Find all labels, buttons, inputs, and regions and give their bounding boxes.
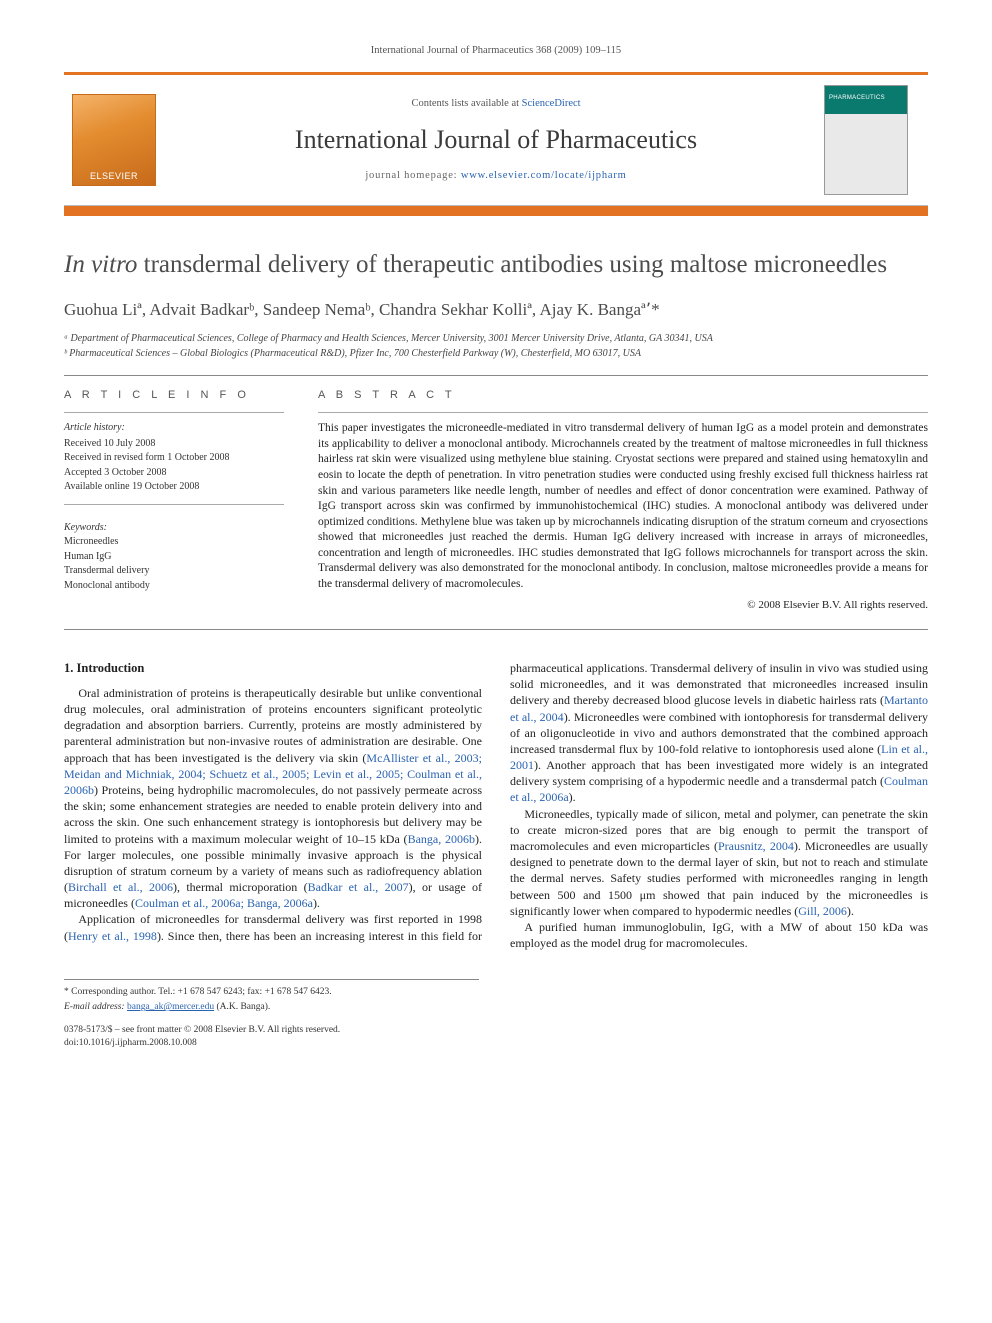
corr-line: * Corresponding author. Tel.: +1 678 547… <box>64 986 479 999</box>
abstract-text: This paper investigates the microneedle-… <box>318 421 928 592</box>
text-run: ). <box>569 790 576 804</box>
paragraph: Microneedles, typically made of silicon,… <box>510 806 928 919</box>
history-item: Accepted 3 October 2008 <box>64 466 284 480</box>
journal-cover-thumb <box>824 85 908 195</box>
keyword: Microneedles <box>64 535 284 549</box>
sciencedirect-link[interactable]: ScienceDirect <box>522 98 581 109</box>
citation-link[interactable]: Gill, 2006 <box>798 904 847 918</box>
email-line: E-mail address: banga_ak@mercer.edu (A.K… <box>64 1001 479 1014</box>
abstract-heading: A B S T R A C T <box>318 388 928 403</box>
homepage-line: journal homepage: www.elsevier.com/locat… <box>178 169 814 183</box>
homepage-link[interactable]: www.elsevier.com/locate/ijpharm <box>461 170 627 181</box>
title-rest: transdermal delivery of therapeutic anti… <box>137 251 887 278</box>
email-suffix: (A.K. Banga). <box>214 1002 270 1012</box>
article-info-heading: A R T I C L E I N F O <box>64 388 284 403</box>
issn-line: 0378-5173/$ – see front matter © 2008 El… <box>64 1024 928 1037</box>
section-title: Introduction <box>77 661 145 675</box>
doi-line: doi:10.1016/j.ijpharm.2008.10.008 <box>64 1037 928 1050</box>
citation-link[interactable]: Badkar et al., 2007 <box>308 880 409 894</box>
citation-link[interactable]: Banga, 2006b <box>408 832 475 846</box>
paragraph: Oral administration of proteins is thera… <box>64 685 482 912</box>
text-run: ). Another approach that has been invest… <box>510 758 928 788</box>
elsevier-logo <box>72 94 156 186</box>
title-italic: In vitro <box>64 251 137 278</box>
citation-link[interactable]: Birchall et al., 2006 <box>68 880 173 894</box>
journal-banner: Contents lists available at ScienceDirec… <box>64 75 928 206</box>
keyword: Transdermal delivery <box>64 564 284 578</box>
affiliation-b: ᵇ Pharmaceutical Sciences – Global Biolo… <box>64 347 928 361</box>
abstract-copyright: © 2008 Elsevier B.V. All rights reserved… <box>318 598 928 613</box>
corresponding-author-note: * Corresponding author. Tel.: +1 678 547… <box>64 979 479 1014</box>
keyword: Monoclonal antibody <box>64 579 284 593</box>
text-run: ). <box>313 896 320 910</box>
keyword: Human IgG <box>64 550 284 564</box>
history-label: Article history: <box>64 421 284 435</box>
citation-link[interactable]: Coulman et al., 2006a; Banga, 2006a <box>135 896 313 910</box>
text-run: ), thermal microporation ( <box>173 880 308 894</box>
orange-bar <box>64 206 928 216</box>
contents-prefix: Contents lists available at <box>411 98 521 109</box>
separator-rule <box>64 629 928 630</box>
keywords-label: Keywords: <box>64 521 284 535</box>
section-number: 1. <box>64 661 73 675</box>
running-head: International Journal of Pharmaceutics 3… <box>64 44 928 58</box>
separator-rule <box>64 375 928 376</box>
section-heading: 1. Introduction <box>64 660 482 677</box>
authors: Guohua Liª, Advait Badkarᵇ, Sandeep Nema… <box>64 299 928 322</box>
journal-title: International Journal of Pharmaceutics <box>178 122 814 157</box>
paragraph: A purified human immunoglobulin, IgG, wi… <box>510 919 928 951</box>
email-label: E-mail address: <box>64 1002 127 1012</box>
history-item: Available online 19 October 2008 <box>64 480 284 494</box>
history-item: Received in revised form 1 October 2008 <box>64 451 284 465</box>
text-run: ). Microneedles were combined with ionto… <box>510 710 928 756</box>
text-run: A purified human immunoglobulin, IgG, wi… <box>510 920 928 950</box>
affiliation-a: ᵃ Department of Pharmaceutical Sciences,… <box>64 332 928 346</box>
email-link[interactable]: banga_ak@mercer.edu <box>127 1002 214 1012</box>
history-item: Received 10 July 2008 <box>64 437 284 451</box>
body-columns: 1. Introduction Oral administration of p… <box>64 660 928 951</box>
article-info: A R T I C L E I N F O Article history: R… <box>64 388 284 613</box>
citation-link[interactable]: Prausnitz, 2004 <box>718 839 794 853</box>
text-run: ). <box>847 904 854 918</box>
article-title: In vitro transdermal delivery of therape… <box>64 250 928 281</box>
citation-link[interactable]: Henry et al., 1998 <box>68 929 157 943</box>
contents-line: Contents lists available at ScienceDirec… <box>178 97 814 111</box>
homepage-prefix: journal homepage: <box>365 170 460 181</box>
abstract-block: A B S T R A C T This paper investigates … <box>318 388 928 613</box>
